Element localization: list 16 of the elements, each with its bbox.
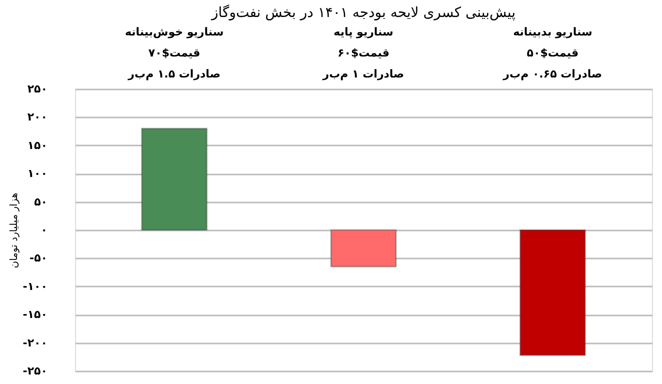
- y-axis-title: هزار میلیارد تومان: [8, 192, 20, 268]
- y-tick-label: ۱۰۰: [27, 167, 48, 180]
- y-tick-label: ۲۰۰: [27, 110, 48, 124]
- y-tick-label: -۱۰۰: [22, 280, 48, 293]
- y-tick-label: -۲۰۰: [22, 336, 48, 350]
- x-tick-label: سناریو بدبینانه قیمت$۵۰ صادرات ۰.۶۵ م‌ب‌ر: [502, 26, 602, 80]
- y-tick-label: ۲۵۰: [27, 82, 48, 96]
- y-tick-label: -۵۰: [30, 252, 48, 265]
- y-tick-label: ۵۰: [34, 195, 48, 208]
- x-tick-label: سناریو خوش‌بینانه قیمت$۷۰ صادرات ۱.۵ م‌ب‌ر: [124, 26, 224, 80]
- y-tick-label: -۲۵۰: [22, 364, 48, 378]
- chart-title: پیش‌بینی کسری لایحه بودجه ۱۴۰۱ در بخش نفت‌وگاز: [210, 4, 516, 21]
- y-tick-label: ۰: [40, 224, 48, 236]
- y-tick-label: ۱۵۰: [27, 138, 48, 152]
- y-tick-label: -۱۵۰: [22, 308, 48, 322]
- x-tick-label: سناریو پایه قیمت$۶۰ صادرات ۱ م‌ب‌ر: [322, 26, 404, 80]
